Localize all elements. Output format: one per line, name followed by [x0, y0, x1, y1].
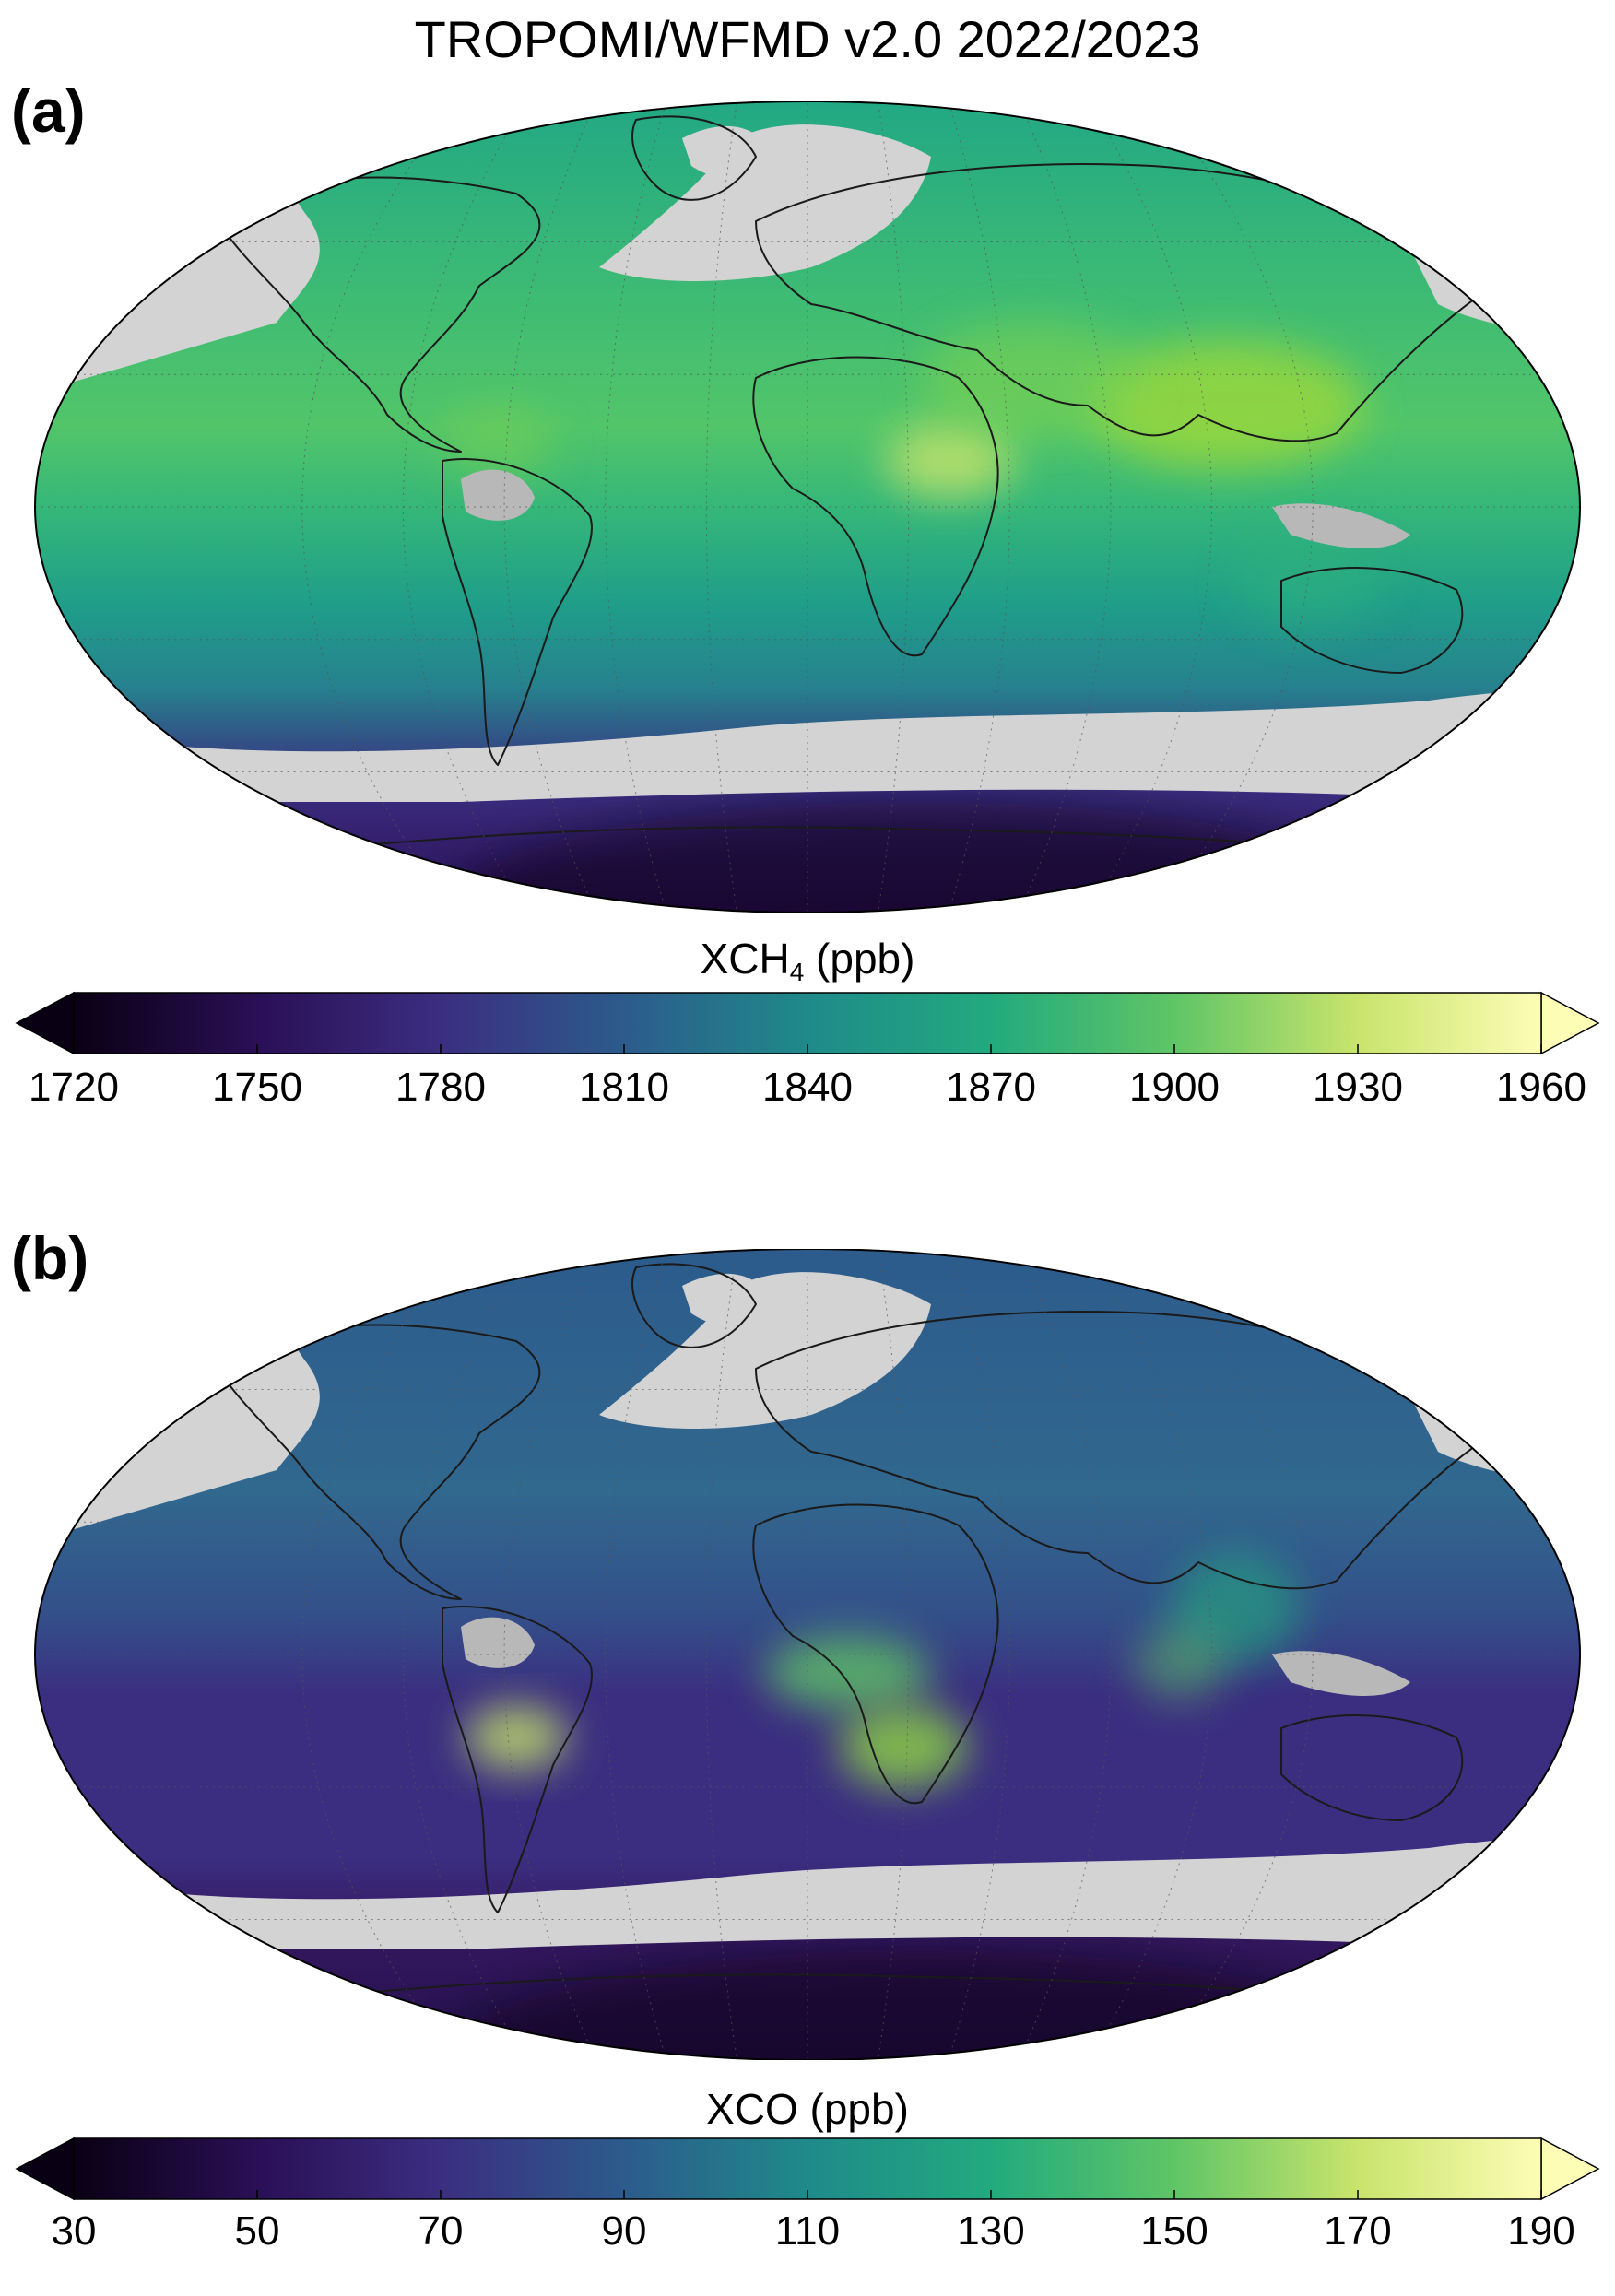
colorbar-tick-label: 70	[418, 2208, 464, 2254]
colorbar-tick-label: 1810	[579, 1065, 669, 1110]
xch4-colorbar-label: XCH4 (ppb)	[700, 935, 915, 986]
colorbar-tick-label: 30	[51, 2208, 97, 2254]
colorbar-tick-label: 1750	[212, 1065, 302, 1110]
colorbar-tick-label: 1900	[1129, 1065, 1220, 1110]
xch4-colorbar	[15, 991, 1600, 1055]
colorbar-tick-label: 1720	[29, 1065, 119, 1110]
xco-colorbar-label: XCO (ppb)	[706, 2085, 909, 2133]
xco-colorbar	[15, 2137, 1600, 2201]
colorbar-tick-label: 170	[1324, 2208, 1392, 2254]
panel-label-a: (a)	[11, 77, 86, 145]
colorbar-tick-label: 110	[774, 2208, 841, 2254]
colorbar-tick-label: 130	[957, 2208, 1025, 2254]
colorbar-tick-label: 150	[1140, 2208, 1208, 2254]
colorbar-tick-label: 1840	[762, 1065, 853, 1110]
colorbar-tick-label: 1930	[1313, 1065, 1403, 1110]
colorbar-tick-label: 1960	[1496, 1065, 1586, 1110]
colorbar-tick-label: 1870	[946, 1065, 1036, 1110]
colorbar-tick-label: 1780	[395, 1065, 486, 1110]
colorbar-tick-label: 190	[1507, 2208, 1575, 2254]
panel-label-b: (b)	[11, 1224, 89, 1292]
colorbar-tick-label: 90	[601, 2208, 647, 2254]
xch4-world-map	[34, 101, 1581, 913]
colorbar-tick-label: 50	[234, 2208, 280, 2254]
xco-world-map	[34, 1249, 1581, 2060]
figure-title: TROPOMI/WFMD v2.0 2022/2023	[414, 10, 1201, 68]
